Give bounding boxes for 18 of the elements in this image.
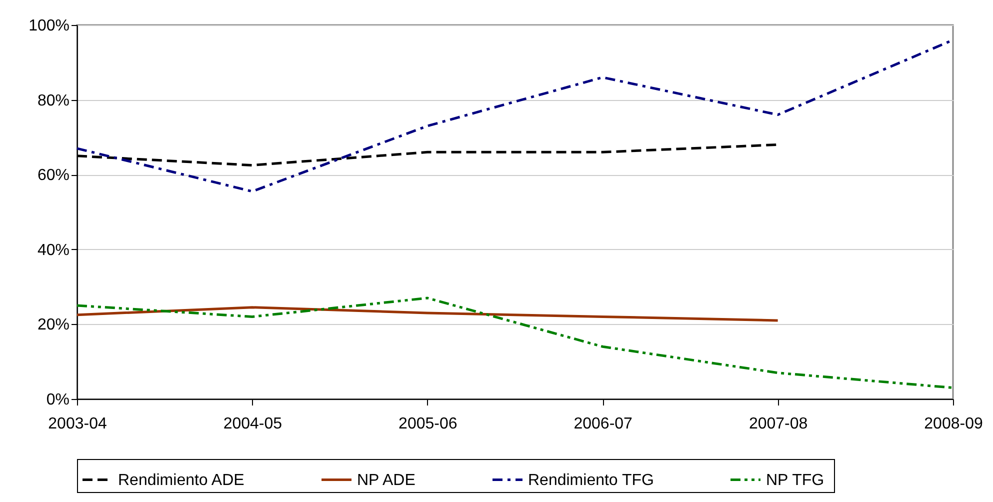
legend-label: NP ADE — [357, 472, 416, 489]
line-series — [76, 296, 954, 390]
x-tick-label: 2005-06 — [398, 416, 458, 432]
x-tick-label: 2008-09 — [924, 416, 983, 432]
legend-label: NP TFG — [766, 472, 824, 489]
legend-label: Rendimiento TFG — [528, 472, 654, 489]
x-tick-label: 2004-05 — [223, 416, 282, 432]
y-tick-label: 60% — [37, 167, 70, 184]
line-series — [76, 306, 780, 322]
x-tick-label: 2007-08 — [748, 416, 808, 432]
x-tick-label: 2003-04 — [48, 416, 107, 432]
y-tick-label: 40% — [37, 242, 70, 259]
y-tick-label: 100% — [28, 18, 70, 34]
x-tick-label: 2006-07 — [574, 416, 633, 432]
y-tick-label: 20% — [37, 316, 70, 334]
y-tick-label: 0% — [46, 392, 70, 408]
legend-label: Rendimiento ADE — [118, 472, 244, 489]
y-tick-label: 80% — [37, 92, 70, 110]
